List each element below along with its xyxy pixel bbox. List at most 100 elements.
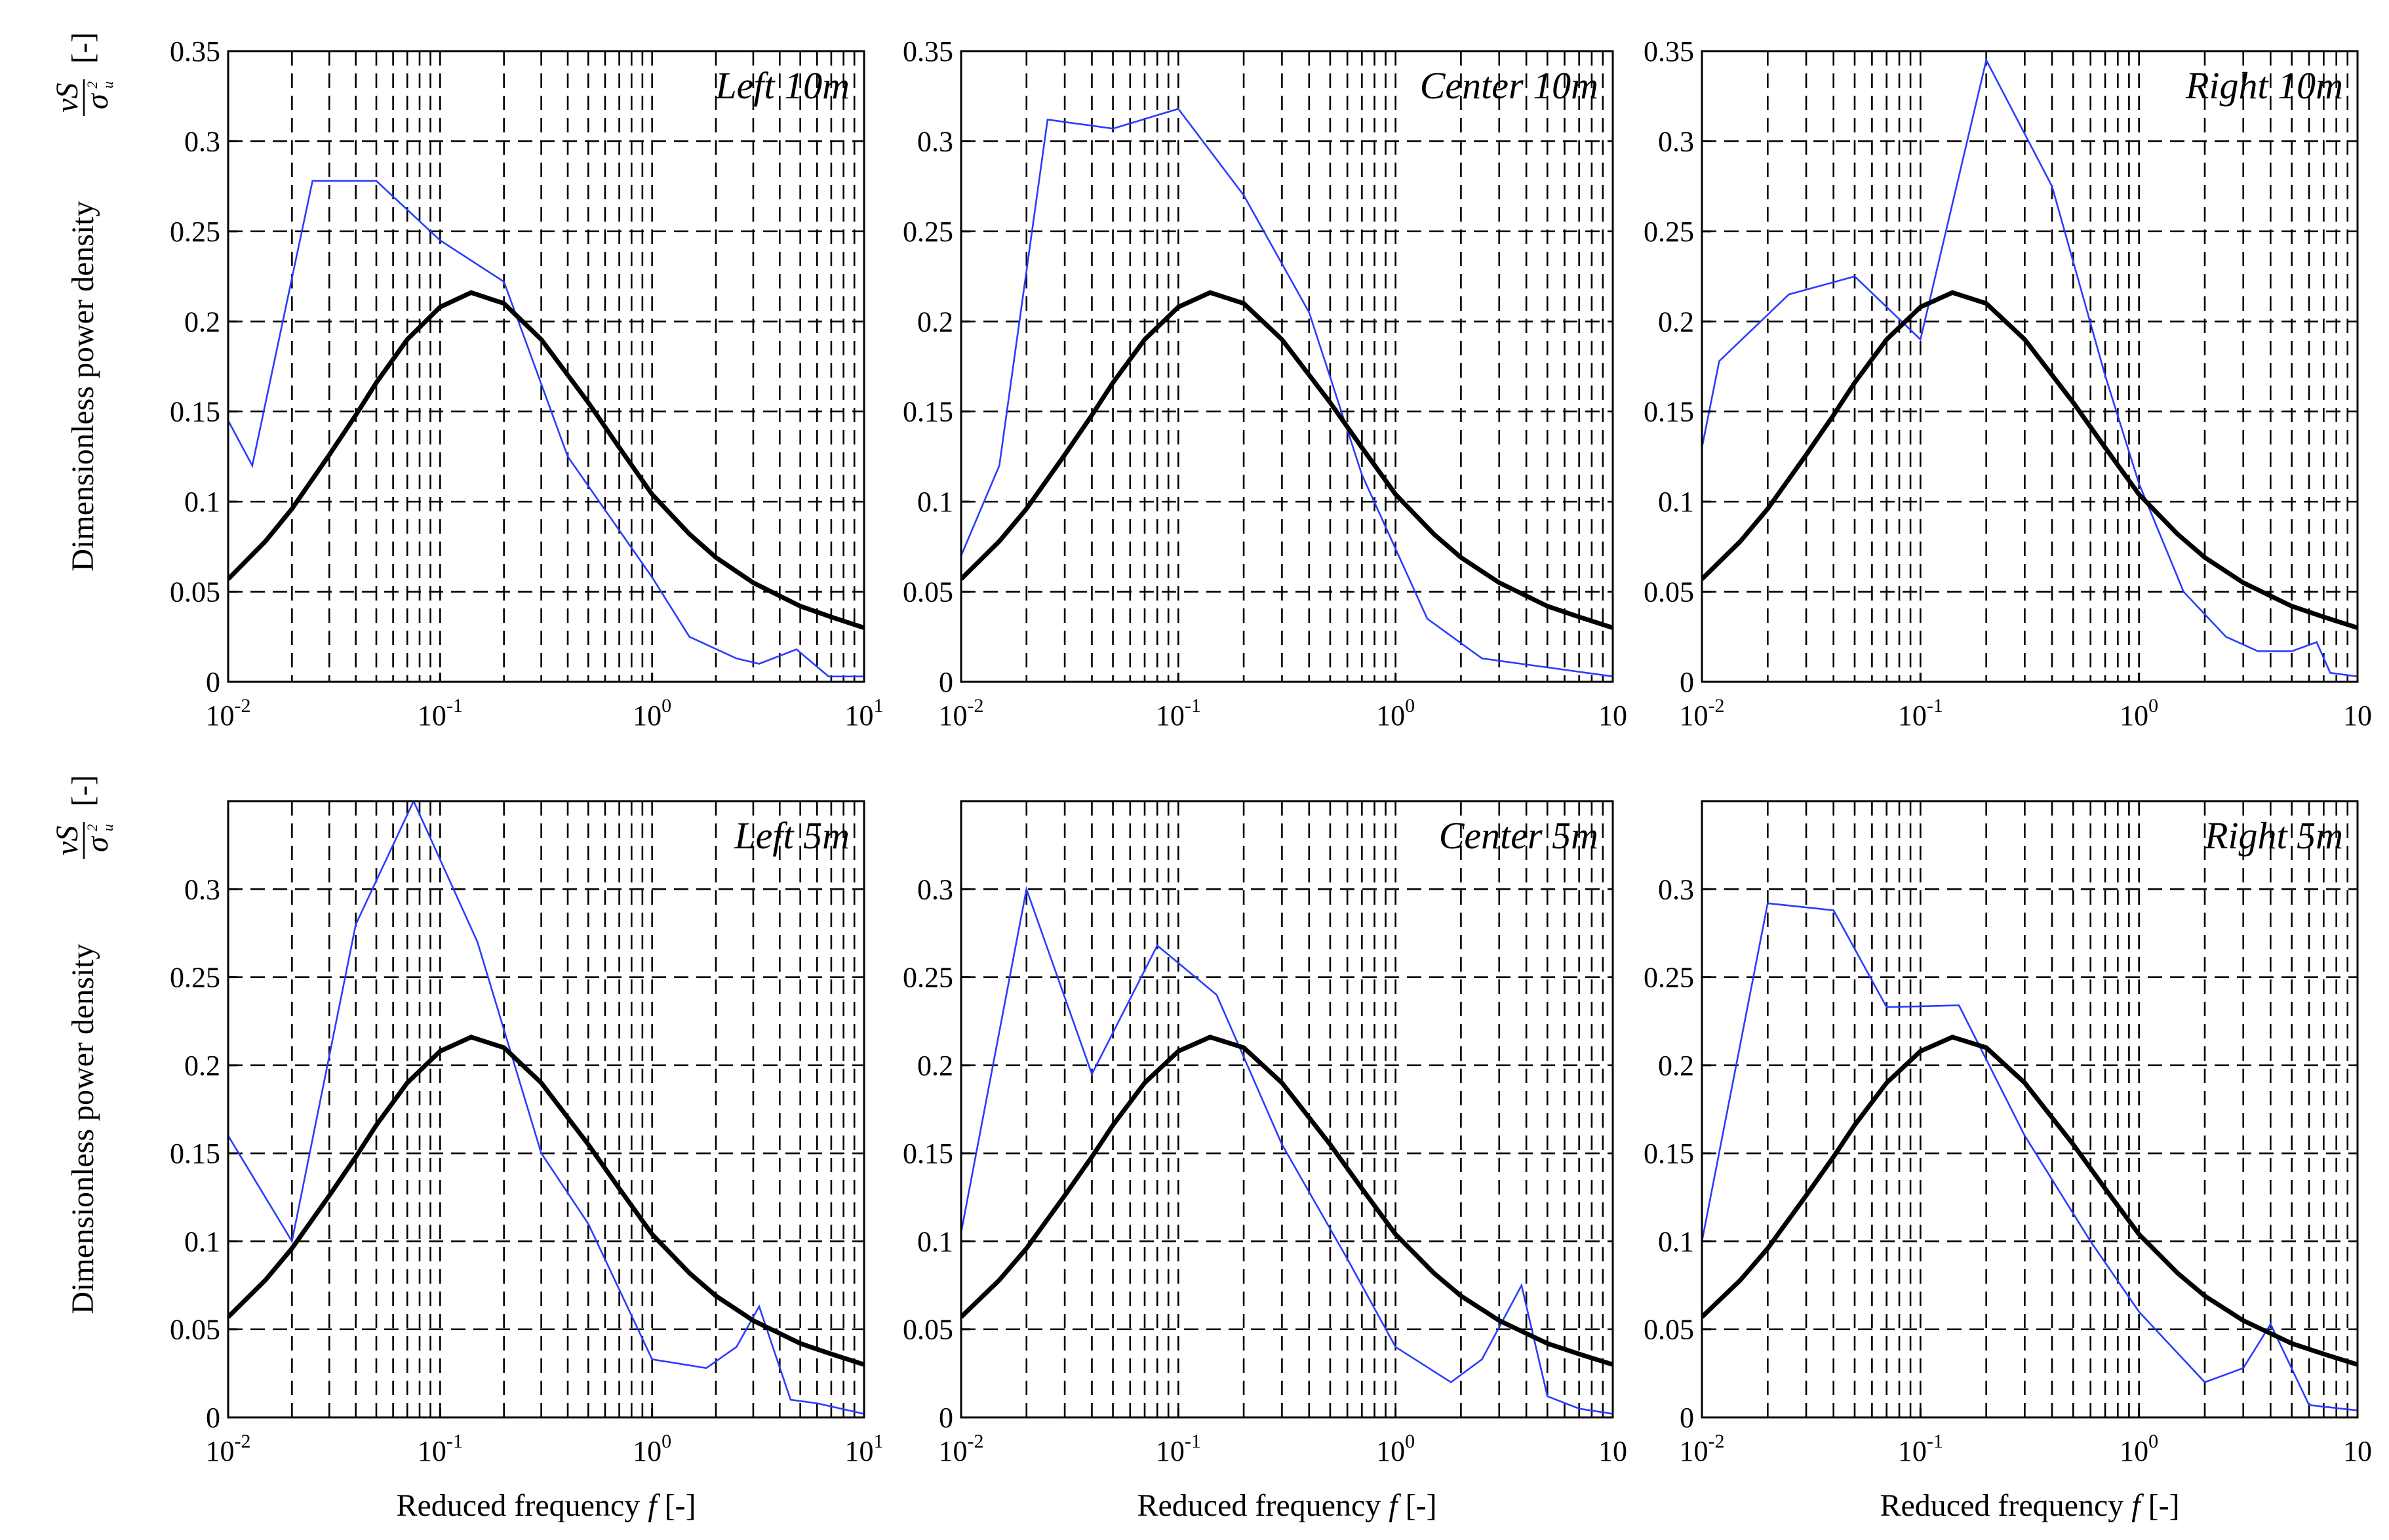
y-tick-label: 0.05: [1644, 576, 1694, 608]
x-tick-label: 10: [1598, 700, 1627, 732]
panel-center-10m: 0 0.05 0.1 0.15 0.2 0.25 0.3 0.35 10-2 10-1 100 10 C…: [903, 35, 1627, 732]
y-tick-label: 0.25: [1644, 216, 1694, 248]
y-tick-label: 0.05: [170, 1314, 220, 1346]
x-tick-label: 10-1: [418, 1431, 463, 1467]
series-group: [961, 108, 1613, 678]
panel-title: Right 10m: [2185, 64, 2343, 107]
y-tick-label: 0.2: [917, 1050, 953, 1082]
grid-lines: [961, 51, 1613, 682]
y-tick-label: 0: [939, 666, 953, 698]
y-tick-label: 0.05: [170, 576, 220, 608]
series-group: [1702, 902, 2358, 1412]
y-tick-label: 0.15: [170, 396, 220, 428]
x-tick-label: 10-1: [418, 695, 463, 732]
x-tick-label: 10-2: [1680, 695, 1725, 732]
y-axis-fraction-numerator: νS: [50, 83, 85, 112]
panel-frame: [1701, 800, 2359, 1419]
y-tick-label: 0.25: [170, 216, 220, 248]
y-tick-label: 0.05: [903, 1314, 953, 1346]
model-series-line: [1702, 290, 2358, 630]
measured-series-line: [961, 886, 1613, 1415]
panel-title: Center 10m: [1420, 64, 1598, 107]
panel-frame: [960, 50, 1614, 683]
x-axis-label: Reduced frequency f [-]: [396, 1488, 696, 1523]
y-tick-label: 0.15: [1644, 1137, 1694, 1170]
y-tick-label: 0.15: [170, 1137, 220, 1170]
y-tick-label: 0.3: [917, 873, 953, 905]
y-tick-label: 0.1: [1658, 1225, 1694, 1257]
y-tick-label: 0.15: [1644, 396, 1694, 428]
x-tick-label: 10-2: [939, 695, 984, 732]
y-tick-label: 0.1: [917, 1225, 953, 1257]
panel-left-10m: 0 0.05 0.1 0.15 0.2 0.25 0.3 0.35 10-2 10-1 100 101…: [170, 35, 884, 732]
panel-title: Center 5m: [1439, 814, 1598, 857]
y-tick-label: 0.15: [903, 1137, 953, 1170]
y-axis-label: Dimensionless power density νSσ 2 u [-]: [50, 775, 116, 1314]
panel-frame: [227, 50, 865, 683]
x-tick-label: 10-2: [1680, 1431, 1725, 1467]
x-tick-label: 10-1: [1156, 695, 1201, 732]
y-axis-label-unit: [-]: [66, 775, 100, 806]
model-series-line: [961, 290, 1613, 630]
panel-left-5m: 0 0.05 0.1 0.15 0.2 0.25 0.3 10-2 10-1 100 101 Left…: [170, 800, 884, 1467]
x-axis-label: Reduced frequency f [-]: [1137, 1488, 1436, 1523]
panel-frame: [1701, 50, 2359, 683]
x-tick-label: 10: [2343, 1435, 2372, 1467]
y-tick-label: 0.35: [1644, 35, 1694, 68]
model-series-line: [961, 1035, 1613, 1367]
y-tick-label: 0.25: [903, 962, 953, 994]
y-tick-label: 0.3: [917, 125, 953, 157]
y-axis-label-unit: [-]: [66, 32, 100, 64]
model-series-line: [228, 1035, 864, 1367]
series-group: [228, 180, 864, 678]
y-tick-label: 0.05: [1644, 1314, 1694, 1346]
y-axis-fraction-superscript: 2: [84, 824, 100, 831]
series-group: [228, 801, 864, 1415]
y-axis-label: Dimensionless power density νSσ 2 u [-]: [50, 32, 116, 572]
x-tick-label: 100: [1376, 1431, 1415, 1467]
y-tick-label: 0.2: [184, 306, 220, 338]
series-group: [1702, 57, 2358, 678]
x-tick-label: 10-1: [1898, 1431, 1943, 1467]
y-tick-label: 0.2: [917, 306, 953, 338]
measured-series-line: [228, 801, 864, 1415]
y-tick-label: 0.3: [1658, 125, 1694, 157]
grid-lines: [1702, 51, 2358, 682]
y-axis-fraction-superscript: 2: [84, 81, 100, 89]
y-axis-label-text: Dimensionless power density: [66, 943, 100, 1314]
y-tick-label: 0: [939, 1402, 953, 1434]
y-tick-label: 0.1: [917, 486, 953, 518]
x-tick-label: 10-1: [1898, 695, 1943, 732]
x-tick-label: 100: [2120, 1431, 2158, 1467]
y-tick-label: 0.2: [1658, 306, 1694, 338]
y-axis-fraction-subscript: u: [100, 81, 116, 89]
y-tick-label: 0: [1680, 666, 1694, 698]
y-axis-fraction-subscript: u: [100, 824, 116, 831]
grid-lines: [961, 801, 1613, 1417]
y-tick-label: 0.2: [1658, 1050, 1694, 1082]
grid-lines: [1702, 801, 2358, 1417]
panel-title: Left 10m: [715, 64, 850, 107]
x-tick-label: 10-2: [206, 1431, 251, 1467]
x-tick-label: 10-2: [206, 695, 251, 732]
y-axis-fraction-denominator: σ: [80, 835, 115, 852]
x-tick-label: 10: [2343, 700, 2372, 732]
x-axis-label: Reduced frequency f [-]: [1880, 1488, 2179, 1523]
y-tick-label: 0.05: [903, 576, 953, 608]
panel-title: Left 5m: [734, 814, 850, 857]
y-axis-label-text: Dimensionless power density: [66, 201, 100, 571]
panel-title: Right 5m: [2204, 814, 2343, 857]
y-tick-label: 0.15: [903, 396, 953, 428]
x-tick-label: 101: [845, 695, 884, 732]
x-tick-label: 100: [1376, 695, 1415, 732]
model-series-line: [228, 290, 864, 630]
panel-frame: [227, 800, 865, 1419]
y-tick-label: 0.3: [184, 125, 220, 157]
measured-series-line: [1702, 57, 2358, 678]
y-tick-label: 0.25: [170, 962, 220, 994]
panel-right-10m: 0 0.05 0.1 0.15 0.2 0.25 0.3 0.35 10-2 10-1 100 10 R…: [1644, 35, 2372, 732]
y-tick-label: 0.3: [184, 873, 220, 905]
